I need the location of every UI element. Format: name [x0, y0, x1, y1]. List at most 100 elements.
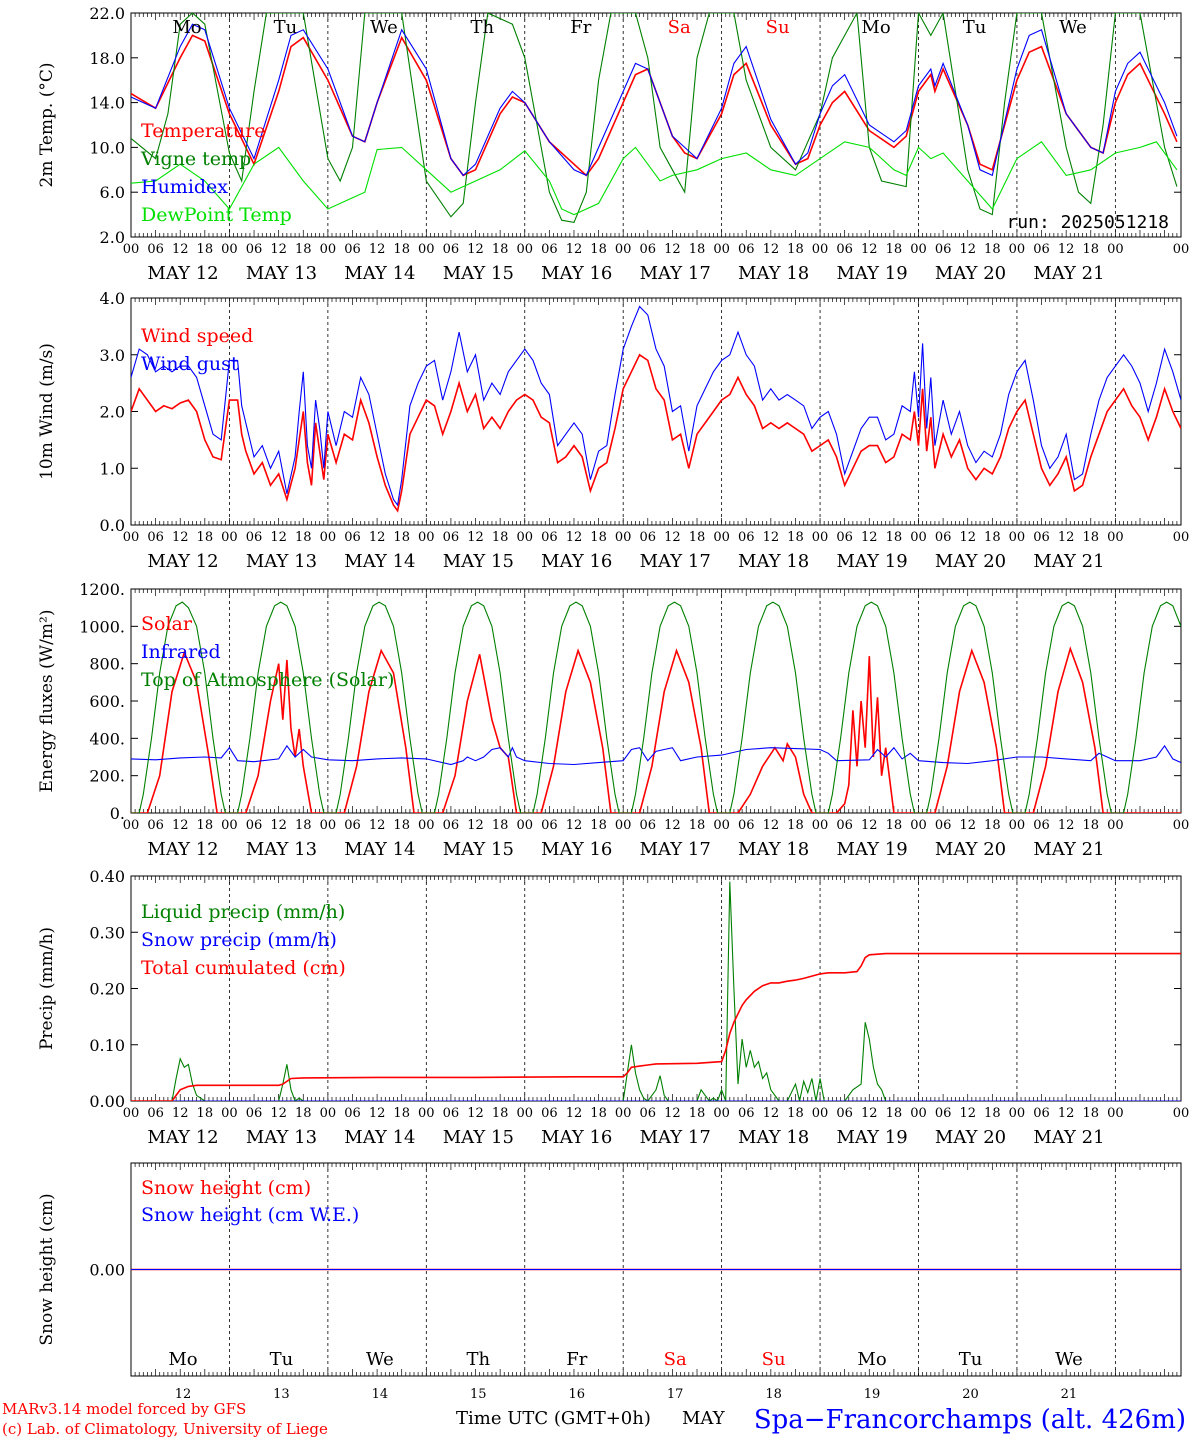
x-hour-label: 18	[492, 530, 509, 545]
x-date-label: MAY 19	[836, 263, 907, 284]
x-hour-label: 00	[910, 818, 927, 833]
series-infrared	[131, 744, 1181, 766]
x-hour-label: 00	[221, 818, 238, 833]
x-hour-label: 00	[713, 530, 730, 545]
x-hour-label: 06	[640, 242, 657, 257]
panel-4: 0.00 0.10 0.20 0.30 0.40 Precip (mm/h) Liquid …	[37, 867, 1189, 1148]
x-hour-label: 06	[443, 1106, 460, 1121]
x-hour-label: 06	[246, 818, 263, 833]
x-hour-label: 18	[689, 818, 706, 833]
x-date-label: MAY 14	[344, 263, 415, 284]
x-hour-label: 00	[516, 818, 533, 833]
x-date-label: MAY 20	[935, 263, 1006, 284]
x-date-label: MAY 14	[344, 839, 415, 860]
y-tick-label: 0.	[110, 804, 125, 823]
x-hour-label: 12	[270, 242, 287, 257]
weekday-label: Tu	[959, 1349, 983, 1370]
x-hour-label: 00	[1173, 242, 1190, 257]
y-tick-label: 1200.	[79, 580, 125, 599]
weekday-label: Th	[471, 17, 495, 38]
y-tick-label: 2.0	[100, 228, 125, 247]
x-hour-label: 18	[886, 530, 903, 545]
x-hour-label: 00	[713, 242, 730, 257]
x-hour-label: 00	[812, 818, 829, 833]
x-hour-label: 18	[492, 818, 509, 833]
x-hour-label: 18	[984, 818, 1001, 833]
x-hour-label: 18	[295, 530, 312, 545]
x-hour-label: 00	[1107, 818, 1124, 833]
x-hour-label: 12	[369, 1106, 386, 1121]
series-humidex	[131, 23, 1178, 177]
y-tick-label: 10.0	[89, 138, 125, 157]
x-hour-label: 12	[959, 530, 976, 545]
x-hour-label: 12	[1058, 242, 1075, 257]
x-hour-label: 18	[590, 1106, 607, 1121]
x-date-label: MAY 12	[147, 551, 218, 572]
series-liquid-precip-mm-h-	[131, 881, 1181, 1101]
x-hour-label: 12	[1058, 530, 1075, 545]
x-hour-label: 06	[541, 242, 558, 257]
y-axis-label: Energy fluxes (W/m²)	[37, 610, 57, 793]
x-ticks	[130, 298, 1182, 525]
x-hour-label: 18	[393, 530, 410, 545]
x-hour-label: 06	[738, 1106, 755, 1121]
y-tick-label: 4.0	[100, 289, 125, 308]
run-label: run: 2025051218	[1006, 212, 1169, 233]
series-dewpoint-temp	[131, 141, 1178, 216]
x-hour-label: 00	[1009, 242, 1026, 257]
x-date-label: MAY 12	[147, 1127, 218, 1148]
x-hour-label: 00	[812, 530, 829, 545]
x-hour-label: 12	[566, 242, 583, 257]
x-date-label: MAY 17	[640, 263, 711, 284]
x-hour-label: 18	[197, 1106, 214, 1121]
weekday-label: Mo	[857, 1349, 886, 1370]
x-hour-label: 12	[369, 818, 386, 833]
x-ticks	[130, 13, 1182, 237]
x-hour-label: 00	[615, 242, 632, 257]
x-date-label: MAY 20	[935, 839, 1006, 860]
x-hour-label: 00	[615, 1106, 632, 1121]
x-hour-label: 00	[713, 818, 730, 833]
panel-5: 0.00 Snow height (cm) Snow height (cm) Snow…	[37, 1162, 1182, 1377]
x-hour-label: 12	[270, 1106, 287, 1121]
x-hour-label: 12	[467, 818, 484, 833]
x-hour-label: 06	[935, 530, 952, 545]
x-hour-label: 12	[467, 242, 484, 257]
y-tick-label: 22.0	[89, 4, 125, 23]
x-hour-label: 18	[984, 1106, 1001, 1121]
x-hour-label: 00	[320, 242, 337, 257]
x-hour-label: 06	[836, 242, 853, 257]
x-hour-label: 00	[123, 1106, 140, 1121]
x-hour-label: 18	[787, 530, 804, 545]
y-tick-label: 0.00	[89, 1092, 125, 1111]
x-hour-label: 12	[270, 530, 287, 545]
panel-1: 2.0 6.0 10.0 14.0 18.0 22.0 2m Temp. (°C) Tempe…	[37, 4, 1189, 284]
x-date-label: MAY 18	[738, 1127, 809, 1148]
x-hour-label: 18	[886, 818, 903, 833]
x-date-label: MAY 21	[1033, 1127, 1104, 1148]
legend-entry: Solar	[141, 613, 193, 635]
weekday-label: We	[366, 1349, 394, 1370]
x-date-label: MAY 17	[640, 1127, 711, 1148]
x-hour-label: 12	[566, 1106, 583, 1121]
series-wind-speed	[131, 353, 1181, 513]
y-tick-label: 0.30	[89, 923, 125, 942]
x-hour-label: 00	[516, 1106, 533, 1121]
y-tick-label: 6.0	[100, 183, 125, 202]
x-hour-label: 12	[369, 530, 386, 545]
x-hour-label: 00	[418, 242, 435, 257]
x-hour-label: 18	[1082, 818, 1099, 833]
series-solar	[131, 646, 1181, 813]
x-hour-label: 00	[123, 242, 140, 257]
x-hour-label: 12	[861, 818, 878, 833]
x-hour-label: 06	[147, 1106, 164, 1121]
day-number-label: 14	[372, 1387, 389, 1402]
x-hour-label: 06	[640, 1106, 657, 1121]
y-tick-label: 0.0	[100, 516, 125, 535]
x-hour-label: 18	[984, 530, 1001, 545]
x-date-label: MAY 16	[541, 839, 612, 860]
x-hour-label: 18	[492, 1106, 509, 1121]
x-hour-label: 00	[1009, 530, 1026, 545]
x-hour-label: 06	[147, 530, 164, 545]
x-hour-label: 06	[836, 818, 853, 833]
